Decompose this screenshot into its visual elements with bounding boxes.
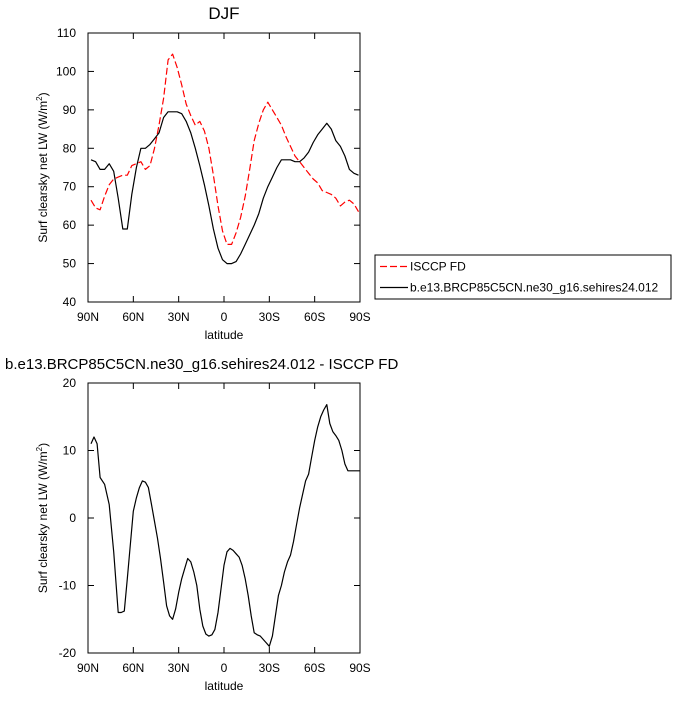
chart-top-x-axis-label: latitude <box>205 328 244 342</box>
chart-bottom-y-axis-label-main: Surf clearsky net LW (W/m <box>36 451 50 593</box>
chart-top-series-line-1 <box>90 111 359 265</box>
chart-top-ytick-label: 80 <box>63 141 77 155</box>
chart-top-ytick-label: 110 <box>57 26 76 40</box>
chart-bottom-y-axis-label-sup: 2 <box>35 446 44 451</box>
chart-top-xtick-label: 30N <box>168 310 190 324</box>
chart-bottom-xtick-label: 60S <box>304 661 325 675</box>
chart-bottom: b.e13.BRCP85C5CN.ne30_g16.sehires24.012 … <box>5 356 398 693</box>
chart-top-y-axis-label-end: ) <box>36 92 50 96</box>
chart-bottom-xtick-label: 90S <box>349 661 370 675</box>
chart-bottom-xtick-label: 30N <box>168 661 190 675</box>
chart-bottom-xtick-label: 90N <box>77 661 99 675</box>
chart-top-y-axis-label-main: Surf clearsky net LW (W/m <box>36 101 50 243</box>
chart-top-xtick-label: 60S <box>304 310 325 324</box>
chart-top-y-axis-label-sup: 2 <box>35 96 44 101</box>
chart-top-series-line-0 <box>90 53 360 245</box>
chart-bottom-ytick-label: 0 <box>69 511 76 525</box>
chart-top-y-axis-label: Surf clearsky net LW (W/m2) <box>35 92 50 242</box>
chart-bottom-y-axis-label-end: ) <box>36 443 50 447</box>
chart-top-legend-box <box>374 254 672 300</box>
chart-top-ytick-label: 50 <box>63 257 77 271</box>
chart-top-xtick-label: 90S <box>349 310 370 324</box>
chart-top-legend-label-1: b.e13.BRCP85C5CN.ne30_g16.sehires24.012 <box>410 281 658 295</box>
chart-top-ytick-label: 40 <box>63 295 77 309</box>
chart-bottom-xtick-label: 60N <box>122 661 144 675</box>
chart-bottom-ytick-label: -10 <box>59 579 77 593</box>
chart-top-ytick-label: 90 <box>63 103 77 117</box>
chart-top-xtick-label: 30S <box>259 310 280 324</box>
chart-top: DJF 40 50 60 70 80 90 100 110 90N 60N 30N 0 30S 60S 90S… <box>35 4 672 342</box>
chart-bottom-series-line-0 <box>90 404 360 647</box>
chart-bottom-ytick-label: 20 <box>63 376 77 390</box>
chart-top-legend-label-0: ISCCP FD <box>410 260 466 274</box>
chart-bottom-x-axis-label: latitude <box>205 679 244 693</box>
chart-bottom-xtick-label: 0 <box>221 661 228 675</box>
chart-top-title: DJF <box>208 4 239 23</box>
chart-top-ytick-label: 60 <box>63 218 77 232</box>
chart-top-legend: ISCCP FD b.e13.BRCP85C5CN.ne30_g16.sehire… <box>374 254 672 300</box>
chart-bottom-ytick-label: -20 <box>59 646 77 660</box>
chart-bottom-ytick-label: 10 <box>63 444 77 458</box>
chart-bottom-title: b.e13.BRCP85C5CN.ne30_g16.sehires24.012 … <box>5 356 398 373</box>
chart-top-xtick-label: 0 <box>221 310 228 324</box>
chart-bottom-y-axis-label: Surf clearsky net LW (W/m2) <box>35 443 50 593</box>
chart-top-ytick-label: 100 <box>56 64 76 78</box>
chart-top-xtick-label: 60N <box>122 310 144 324</box>
chart-top-ytick-label: 70 <box>63 180 77 194</box>
chart-bottom-xtick-label: 30S <box>259 661 280 675</box>
chart-top-xtick-label: 90N <box>77 310 99 324</box>
